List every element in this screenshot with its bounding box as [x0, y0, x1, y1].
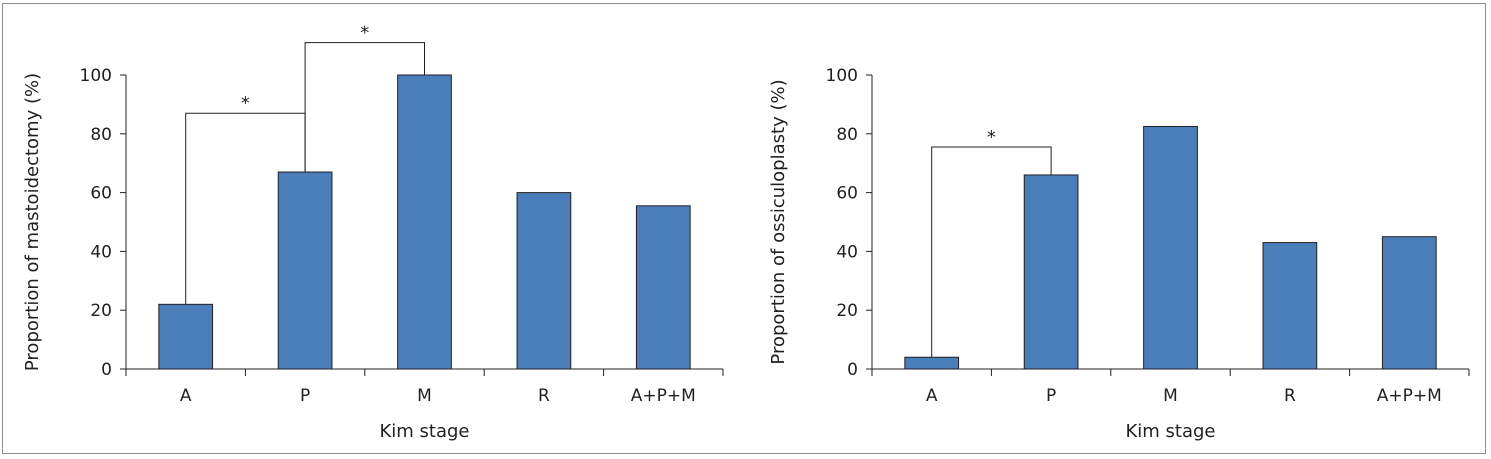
- mastoidectomy-plot: 0 20 40 60 80 100 A P M R A+P+M * *: [80, 23, 724, 406]
- bar-A: [904, 356, 960, 370]
- mastoidectomy-y-axis-title: Proportion of mastoidectomy (%): [22, 73, 43, 371]
- ossiculoplasty-y-axis-title: Proportion of ossiculoplasty (%): [768, 79, 789, 364]
- significance-star: *: [987, 127, 996, 148]
- y-tick-label: 60: [90, 184, 112, 204]
- x-tick-label: A+P+M: [1377, 386, 1442, 406]
- x-tick-label: A: [180, 386, 192, 406]
- bar-P: [1023, 174, 1079, 370]
- bar-R: [516, 192, 572, 370]
- ossiculoplasty-plot: 0 20 40 60 80 100 A P M R A+P+M *: [826, 66, 1470, 406]
- bar-P: [277, 171, 333, 370]
- bar-R: [1262, 242, 1318, 370]
- x-tick-label: A: [926, 386, 938, 406]
- x-tick-label: P: [300, 386, 310, 406]
- y-tick-label: 20: [836, 301, 858, 321]
- y-tick-label: 100: [80, 66, 112, 86]
- x-tick-label: P: [1046, 386, 1056, 406]
- x-tick-label: A+P+M: [631, 386, 696, 406]
- significance-bracket: [931, 146, 1052, 358]
- x-tick-label: R: [538, 386, 550, 406]
- significance-star: *: [360, 23, 369, 44]
- y-tick-label: 40: [836, 242, 858, 262]
- y-tick-label: 80: [836, 125, 858, 145]
- y-tick-label: 60: [836, 184, 858, 204]
- x-tick-label: R: [1284, 386, 1296, 406]
- x-tick-label: M: [417, 386, 432, 406]
- bar-A+P+M: [635, 205, 691, 370]
- y-tick-label: 100: [826, 66, 858, 86]
- bar-M: [1143, 125, 1198, 370]
- figure-frame: [2, 3, 1486, 454]
- bar-A: [158, 303, 214, 370]
- y-tick-label: 0: [847, 360, 858, 380]
- x-tick-label: M: [1163, 386, 1178, 406]
- y-tick-label: 40: [90, 242, 112, 262]
- y-tick-label: 20: [90, 301, 112, 321]
- bar-M: [397, 74, 452, 370]
- mastoidectomy-x-axis-title: Kim stage: [379, 421, 469, 442]
- y-tick-label: 80: [90, 125, 112, 145]
- bar-A+P+M: [1381, 236, 1437, 370]
- ossiculoplasty-x-axis-title: Kim stage: [1125, 421, 1215, 442]
- y-tick-label: 0: [101, 360, 112, 380]
- significance-star: *: [241, 93, 250, 114]
- significance-bracket: [304, 42, 425, 173]
